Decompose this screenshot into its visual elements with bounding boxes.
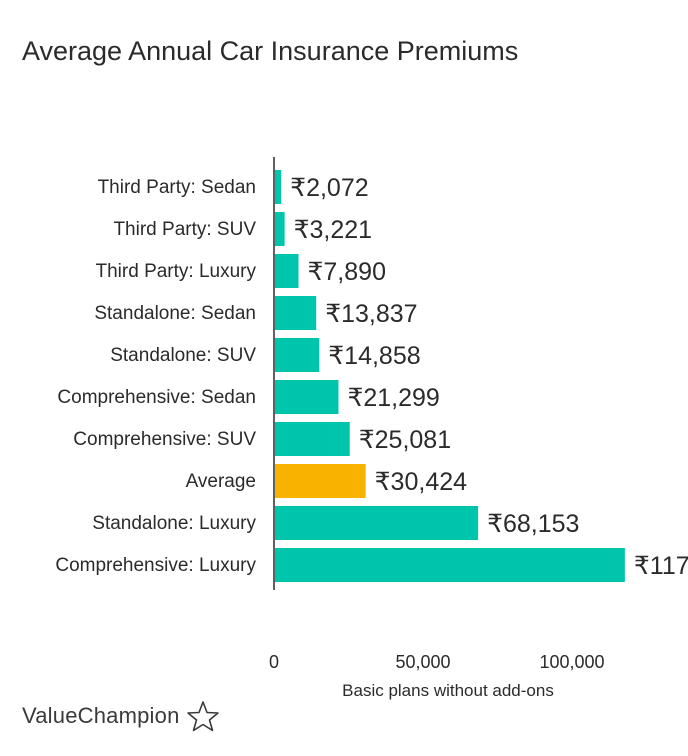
- value-label: ₹3,221: [294, 216, 372, 244]
- value-label: ₹25,081: [359, 426, 451, 454]
- x-ticks-group: 0 50,000 100,000: [269, 652, 605, 672]
- category-label: Comprehensive: Sedan: [57, 387, 256, 408]
- value-label: ₹2,072: [290, 174, 368, 202]
- bar-third-party-luxury: [275, 254, 299, 288]
- category-label: Third Party: SUV: [113, 219, 256, 240]
- category-label: Standalone: Luxury: [92, 513, 256, 534]
- bar-average: [275, 464, 366, 498]
- value-label: ₹21,299: [347, 384, 439, 412]
- x-tick-label: 50,000: [395, 652, 450, 672]
- bar-comprehensive-luxury: [275, 548, 625, 582]
- value-label: ₹7,890: [308, 258, 386, 286]
- bar-standalone-luxury: [275, 506, 479, 540]
- x-tick-label: 100,000: [539, 652, 604, 672]
- bar-comprehensive-suv: [275, 422, 350, 456]
- category-label: Comprehensive: SUV: [73, 429, 256, 450]
- category-label: Comprehensive: Luxury: [55, 555, 256, 576]
- chart-title: Average Annual Car Insurance Premiums: [22, 36, 519, 66]
- value-label: ₹14,858: [328, 342, 420, 370]
- x-axis-label: Basic plans without add-ons: [342, 681, 554, 700]
- value-label: ₹117,404: [634, 552, 688, 580]
- category-label: Standalone: Sedan: [94, 303, 256, 324]
- value-label: ₹13,837: [325, 300, 417, 328]
- category-label: Average: [186, 471, 256, 492]
- category-label: Third Party: Luxury: [96, 261, 257, 282]
- value-label: ₹30,424: [375, 468, 467, 496]
- bars-group: Third Party: Sedan ₹2,072 Third Party: SUV…: [55, 170, 688, 582]
- bar-comprehensive-sedan: [275, 380, 339, 414]
- category-label: Third Party: Sedan: [98, 177, 256, 198]
- category-label: Standalone: SUV: [110, 345, 256, 366]
- bar-chart: Third Party: Sedan ₹2,072 Third Party: SUV…: [55, 157, 688, 700]
- bar-third-party-sedan: [275, 170, 282, 204]
- brand-name: ValueChampion: [22, 703, 180, 728]
- bar-third-party-suv: [275, 212, 285, 246]
- bar-standalone-sedan: [275, 296, 317, 330]
- x-tick-label: 0: [269, 652, 279, 672]
- brand-logo: ValueChampion: [22, 696, 220, 736]
- star-outline-icon: [186, 700, 220, 732]
- bar-standalone-suv: [275, 338, 320, 372]
- value-label: ₹68,153: [487, 510, 579, 538]
